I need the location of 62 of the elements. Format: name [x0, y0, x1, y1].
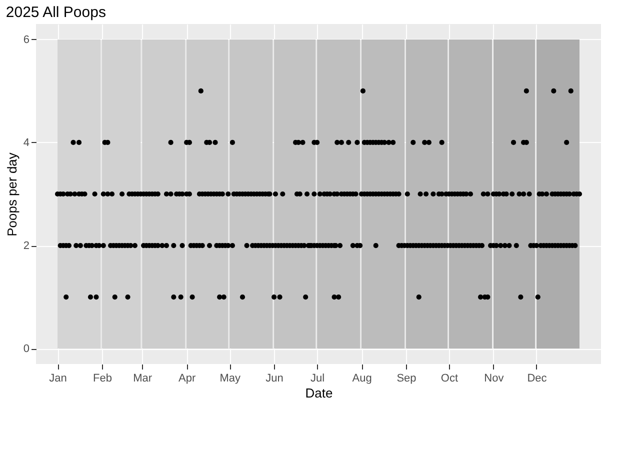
x-tick-label: Dec — [527, 372, 548, 384]
point — [439, 140, 444, 146]
point — [336, 294, 342, 300]
point — [346, 140, 352, 146]
x-tick-label: Jan — [49, 372, 67, 384]
point — [217, 294, 222, 300]
point — [88, 294, 94, 300]
point — [524, 88, 529, 94]
x-tick-label: Aug — [352, 372, 372, 384]
chart-title: 2025 All Poops — [6, 4, 106, 21]
point — [94, 294, 99, 300]
point — [212, 140, 218, 146]
point — [518, 294, 524, 300]
point — [332, 294, 337, 300]
point — [386, 140, 392, 146]
point — [125, 294, 130, 300]
y-tick-label: 6 — [23, 34, 30, 46]
point — [478, 294, 484, 300]
point — [360, 88, 366, 94]
point — [535, 294, 540, 300]
point — [70, 140, 76, 146]
point — [190, 294, 195, 300]
x-tick-label: Sep — [396, 372, 416, 384]
point — [551, 88, 556, 94]
point — [354, 140, 360, 146]
point — [303, 294, 308, 300]
point — [221, 294, 226, 300]
point — [568, 88, 574, 94]
point — [178, 294, 184, 300]
point — [230, 140, 236, 146]
x-tick-label: Jul — [310, 372, 325, 384]
point — [334, 140, 340, 146]
point — [390, 140, 396, 146]
x-tick-label: Oct — [440, 372, 458, 384]
point — [240, 294, 246, 300]
x-tick-label: Jun — [266, 372, 284, 384]
point — [76, 140, 82, 146]
point — [416, 294, 422, 300]
point — [171, 294, 176, 300]
point — [271, 294, 277, 300]
y-tick-label: 0 — [23, 343, 30, 356]
point — [426, 140, 432, 146]
x-tick-label: May — [220, 372, 241, 384]
point — [410, 140, 416, 146]
point — [112, 294, 118, 300]
y-tick-label: 4 — [23, 136, 30, 149]
point — [510, 140, 516, 146]
point — [277, 294, 282, 300]
x-tick-label: Nov — [484, 372, 504, 384]
y-axis-title: Poops per day — [4, 152, 20, 236]
point — [564, 140, 570, 146]
x-tick-label: Apr — [178, 372, 196, 384]
point — [422, 140, 428, 146]
point — [338, 140, 344, 146]
point — [300, 140, 306, 146]
point — [198, 88, 204, 94]
y-tick-label: 2 — [23, 240, 30, 252]
point — [168, 140, 174, 146]
point — [64, 294, 69, 300]
x-axis-title: Date — [305, 386, 333, 400]
x-tick-label: Mar — [133, 372, 152, 384]
x-tick-label: Feb — [92, 372, 112, 384]
